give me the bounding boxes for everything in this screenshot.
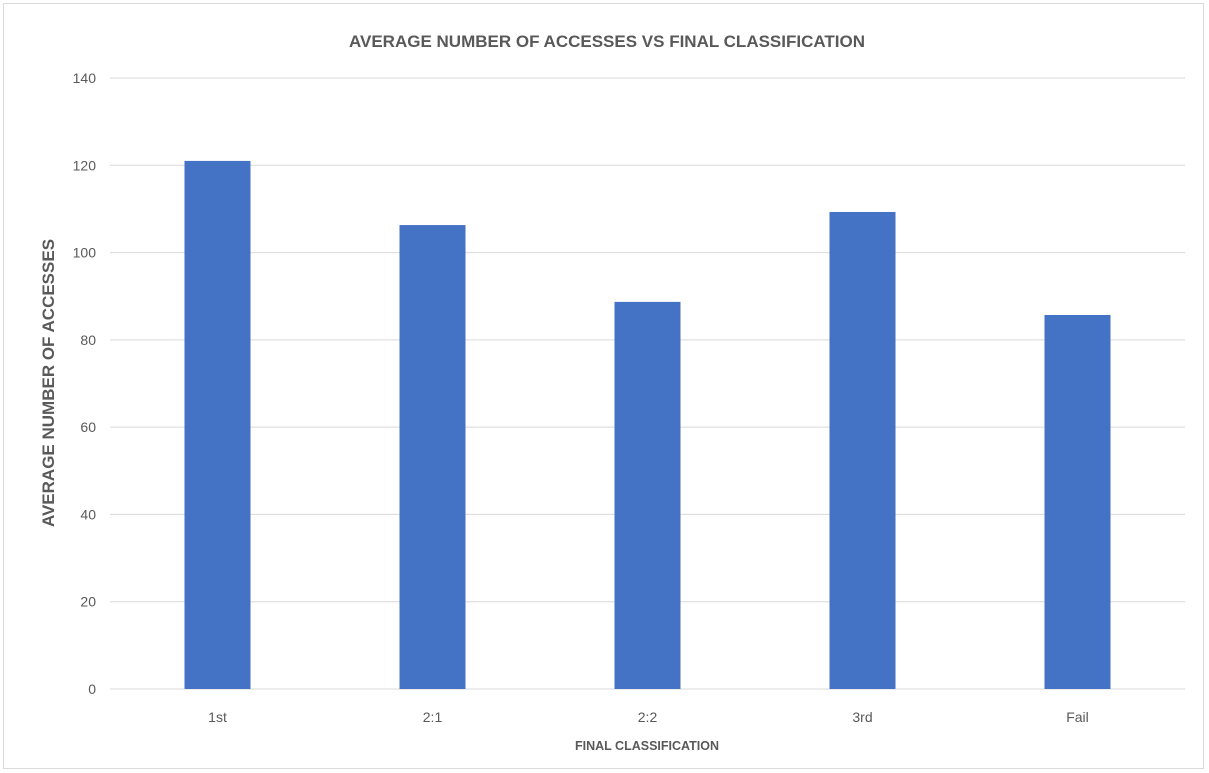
- y-tick-label: 40: [80, 506, 96, 522]
- chart-title: AVERAGE NUMBER OF ACCESSES VS FINAL CLAS…: [349, 32, 865, 51]
- bar-1st: [184, 160, 251, 689]
- y-tick-label: 140: [73, 70, 97, 86]
- bar-3rd: [829, 211, 896, 689]
- y-tick-labels: 0 20 40 60 80 100 120 140: [73, 70, 97, 697]
- y-tick-label: 20: [80, 594, 96, 610]
- bar-fail: [1044, 314, 1111, 689]
- y-tick-label: 0: [88, 681, 96, 697]
- x-tick-label: 2:2: [638, 709, 658, 725]
- y-tick-label: 100: [73, 245, 97, 261]
- bar-2-2: [614, 301, 681, 689]
- y-tick-label: 120: [73, 157, 97, 173]
- x-axis-title: FINAL CLASSIFICATION: [575, 739, 719, 753]
- x-tick-label: 2:1: [423, 709, 443, 725]
- bar-2-1: [399, 225, 466, 690]
- x-tick-label: 1st: [208, 709, 227, 725]
- y-tick-label: 60: [80, 419, 96, 435]
- x-tick-label: 3rd: [852, 709, 872, 725]
- y-axis-title: AVERAGE NUMBER OF ACCESSES: [39, 239, 58, 527]
- y-tick-label: 80: [80, 332, 96, 348]
- x-tick-label: Fail: [1066, 709, 1089, 725]
- x-tick-labels: 1st 2:1 2:2 3rd Fail: [208, 709, 1089, 725]
- bars: [184, 160, 1111, 690]
